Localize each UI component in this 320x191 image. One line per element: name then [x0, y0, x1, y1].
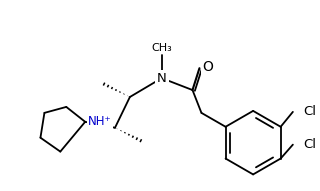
Text: Cl: Cl	[303, 138, 316, 151]
Text: O: O	[203, 60, 213, 74]
Text: N: N	[157, 72, 167, 85]
Text: NH⁺: NH⁺	[88, 115, 112, 128]
Text: CH₃: CH₃	[151, 43, 172, 53]
Text: Cl: Cl	[303, 105, 316, 118]
